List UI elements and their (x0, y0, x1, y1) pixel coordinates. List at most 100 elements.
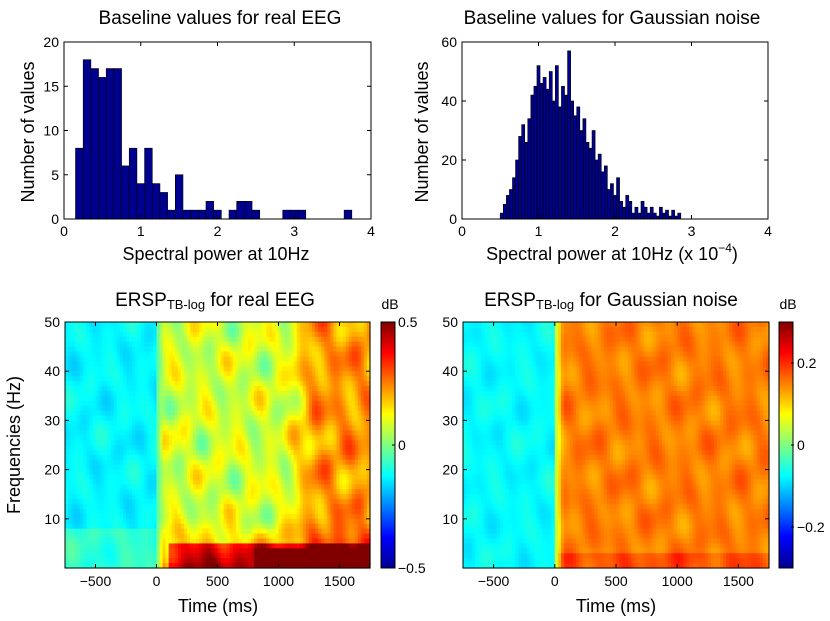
ersp1-cell (223, 415, 228, 421)
hist2-xlabel-exponent: −4 (718, 241, 732, 255)
ersp1-cell (251, 445, 255, 451)
ersp1-cell (263, 395, 267, 402)
ersp1-cell (190, 331, 194, 338)
hist2-bar (640, 201, 645, 220)
ersp1-cell (226, 548, 231, 554)
ersp1-cell (345, 474, 350, 481)
ersp1-cell (232, 558, 237, 564)
ersp1-cell (187, 543, 191, 549)
ersp1-cell (107, 454, 112, 461)
ersp1-cell (107, 513, 112, 520)
ersp1-cell (217, 548, 222, 554)
ersp1-cell (217, 322, 222, 328)
ersp1-cell (318, 538, 322, 544)
hist2-bar (585, 142, 590, 220)
ersp1-cell (101, 400, 106, 407)
ersp1-cell (229, 449, 234, 456)
ersp1-cell (126, 440, 130, 446)
ersp1-cell (327, 341, 331, 348)
ersp1-cell (65, 543, 69, 549)
ersp1-cell (119, 513, 124, 520)
ersp1-cell (312, 563, 316, 569)
ersp1-cell (113, 479, 118, 485)
ersp1-cell (83, 385, 87, 392)
ersp1-cell (229, 494, 234, 500)
ersp1-cell (135, 548, 139, 554)
ersp1-cell (98, 553, 103, 559)
ersp1-cell (244, 508, 249, 515)
ersp1-cell (244, 326, 249, 333)
ersp1-cell (232, 336, 237, 343)
ersp1-cell (116, 454, 121, 461)
ersp1-cell (144, 553, 148, 559)
ersp1-cell (351, 563, 356, 569)
ersp1-cell (266, 538, 270, 544)
ersp1-cell (156, 425, 161, 431)
ersp1-cell (187, 351, 191, 358)
ersp1-cell (214, 420, 219, 426)
ersp1-cell (296, 464, 301, 471)
ersp1-cell (296, 533, 301, 540)
ersp1-cell (254, 548, 258, 554)
ersp1-cell (321, 513, 325, 520)
ersp1-cell (92, 376, 97, 382)
ersp1-cell (95, 459, 100, 466)
ersp1-cell (199, 479, 203, 485)
ersp1-cell (132, 558, 136, 564)
ersp1-cell (183, 499, 188, 505)
ersp1-cell (327, 400, 331, 407)
ersp1-cell (132, 469, 136, 476)
ersp1-cell (193, 459, 197, 466)
ersp1-cell (296, 376, 301, 382)
ersp1-cell (208, 553, 212, 559)
ersp1-cell (309, 464, 313, 471)
ersp1-cell (159, 390, 164, 397)
ersp1-cell (74, 326, 78, 333)
ersp1-cell (293, 361, 298, 367)
ersp1-cell (101, 415, 106, 421)
ersp1-cell (321, 553, 325, 559)
ersp1-cell (220, 336, 225, 343)
ersp1-cell (321, 385, 325, 392)
ersp1-cell (290, 459, 295, 466)
ersp1-cell (132, 435, 136, 441)
ersp1-cell (107, 420, 112, 426)
ersp1-cell (309, 479, 313, 485)
ersp1-cell (345, 563, 350, 569)
ersp1-cell (202, 336, 206, 343)
ersp1-cell (190, 563, 194, 569)
ersp1-cell (71, 543, 75, 549)
ersp1-cell (208, 563, 212, 569)
ersp1-cell (171, 538, 176, 544)
ersp1-cell (235, 508, 240, 515)
ersp1-cell (223, 331, 228, 338)
ersp1-cell (199, 415, 203, 421)
ersp1-cell (71, 464, 75, 471)
ersp1-cell (171, 356, 176, 362)
ersp1-cell (251, 425, 255, 431)
ersp1-cell (305, 346, 310, 353)
ersp1-cell (89, 326, 94, 333)
ersp1-cell (177, 440, 182, 446)
ersp1-cell (226, 459, 231, 466)
ersp1-cell (95, 484, 100, 490)
ersp1-cell (86, 331, 90, 338)
ersp1-cell (68, 420, 72, 426)
ersp1-cell (126, 376, 130, 382)
ersp1-cell (315, 331, 319, 338)
ersp1-cell (238, 390, 243, 397)
ersp1-cell (77, 326, 81, 333)
ersp1-cell (305, 420, 310, 426)
ersp1-cell (339, 336, 344, 343)
ersp1-cell (342, 425, 347, 431)
ersp1-cell (116, 513, 121, 520)
ersp1-cell (266, 499, 270, 505)
ersp1-cell (86, 326, 90, 333)
ersp1-cell (104, 449, 109, 456)
ersp1-cell (202, 499, 206, 505)
ersp1-cell (83, 489, 87, 495)
ersp1-cell (71, 513, 75, 520)
ersp1-cell (147, 371, 151, 377)
ersp1-cell (312, 489, 316, 495)
ersp1-cell (290, 499, 295, 505)
